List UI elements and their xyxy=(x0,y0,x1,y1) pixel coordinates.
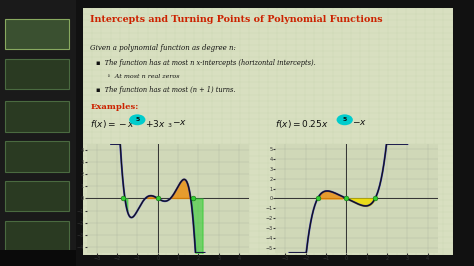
FancyBboxPatch shape xyxy=(5,141,69,172)
Text: 5: 5 xyxy=(343,117,347,122)
FancyBboxPatch shape xyxy=(5,59,69,89)
Text: ▪  The function has at most n x-intercepts (horizontal intercepts).: ▪ The function has at most n x-intercept… xyxy=(96,59,316,67)
Circle shape xyxy=(337,114,353,125)
Text: $f(x) = -x$: $f(x) = -x$ xyxy=(91,118,136,130)
FancyBboxPatch shape xyxy=(5,181,69,211)
Text: $- x$: $- x$ xyxy=(352,118,367,127)
Text: 3: 3 xyxy=(167,123,171,128)
FancyBboxPatch shape xyxy=(5,221,69,251)
Text: ◦  At most n real zeros: ◦ At most n real zeros xyxy=(107,73,180,78)
Text: Examples:: Examples: xyxy=(91,103,139,111)
Text: Intercepts and Turning Points of Polynomial Functions: Intercepts and Turning Points of Polynom… xyxy=(91,15,383,24)
Text: $f(x) = 0.25x$: $f(x) = 0.25x$ xyxy=(275,118,328,130)
Text: ▪  The function has at most (n + 1) turns.: ▪ The function has at most (n + 1) turns… xyxy=(96,86,236,94)
FancyBboxPatch shape xyxy=(5,101,69,132)
Bar xyxy=(0,250,76,266)
FancyBboxPatch shape xyxy=(5,19,69,49)
Text: $- x$: $- x$ xyxy=(172,118,187,127)
Text: 5: 5 xyxy=(135,117,139,122)
Text: Given a polynomial function as degree n:: Given a polynomial function as degree n: xyxy=(91,44,236,52)
Text: $+ 3x$: $+ 3x$ xyxy=(145,118,166,129)
Circle shape xyxy=(129,114,146,125)
